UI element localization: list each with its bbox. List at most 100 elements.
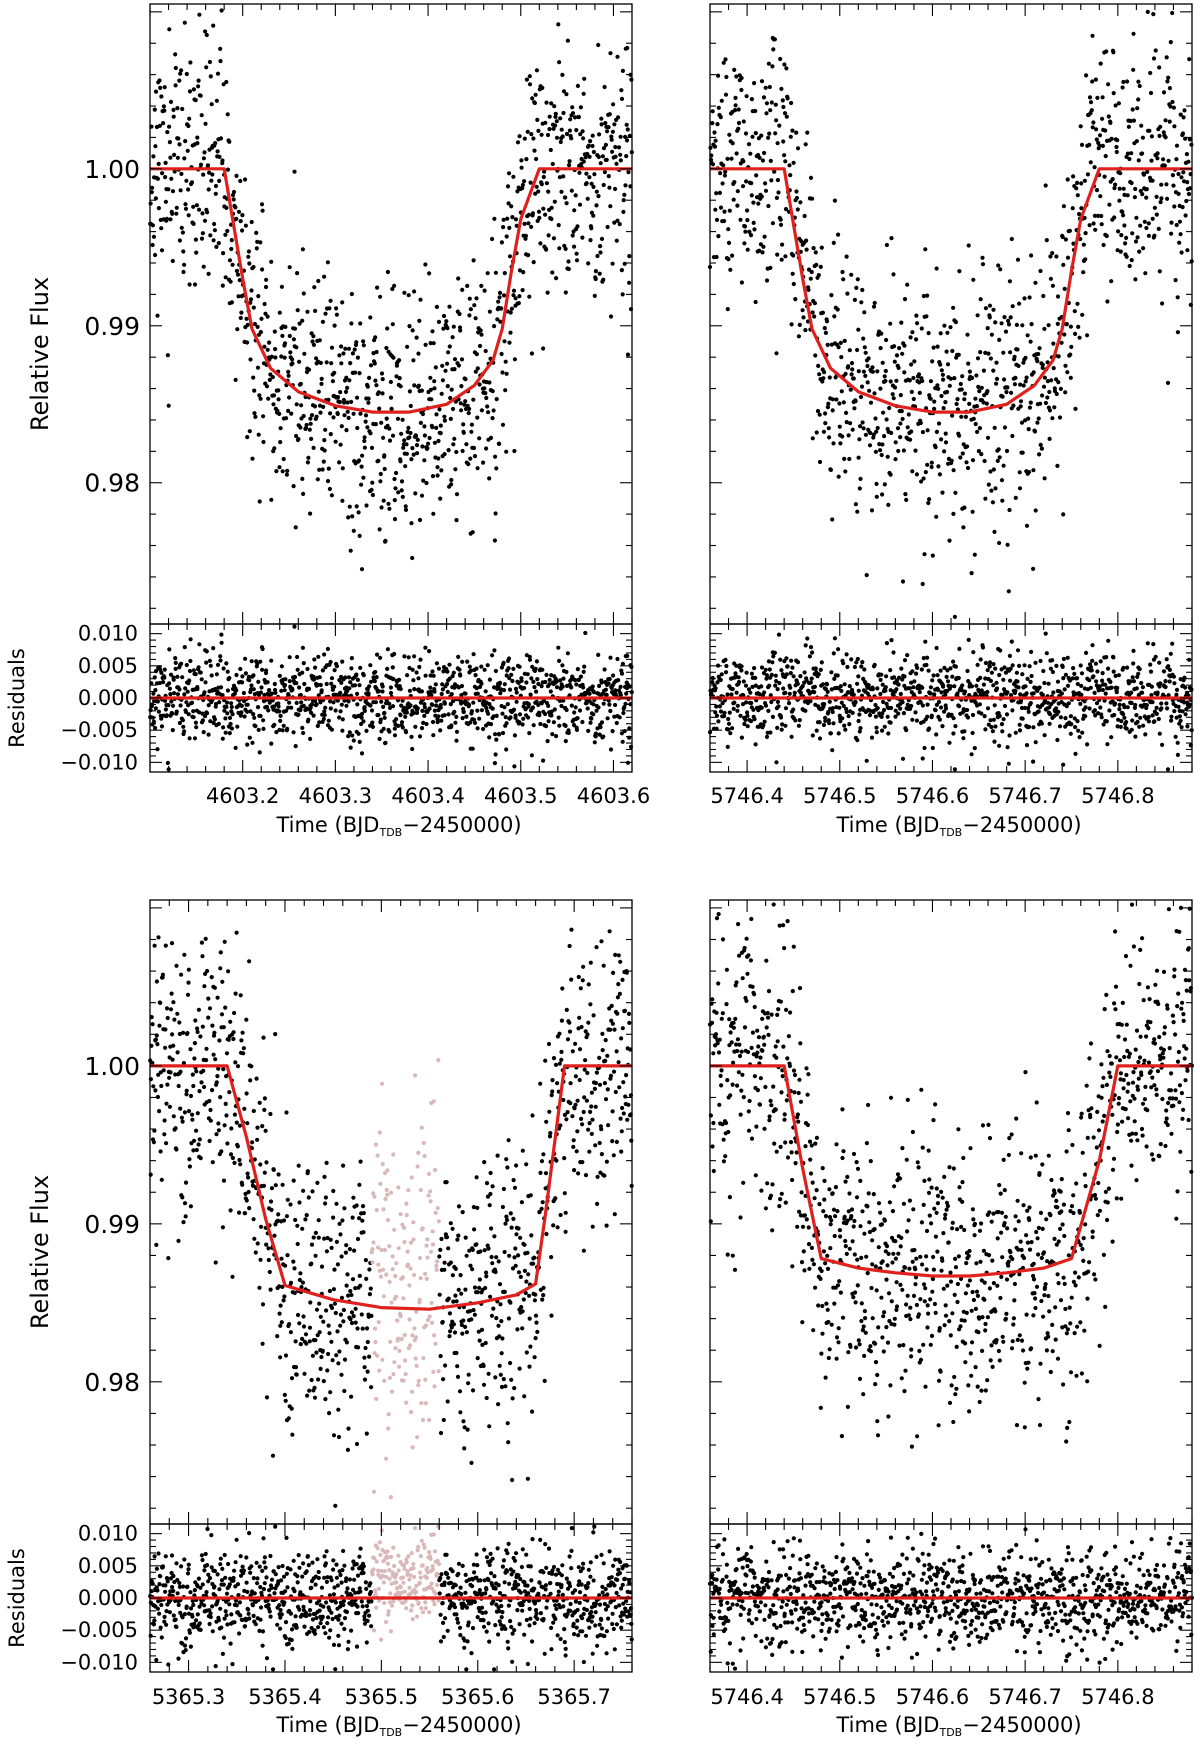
residual-point	[791, 674, 796, 679]
flux-point	[825, 342, 830, 347]
flux-point	[1176, 191, 1181, 196]
residual-point	[452, 709, 457, 715]
flux-point	[306, 367, 312, 372]
flux-point	[368, 431, 373, 436]
flux-points	[707, 9, 1194, 620]
flux-point	[204, 1058, 209, 1063]
flux-point	[206, 1015, 211, 1020]
residual-point	[829, 670, 834, 675]
flux-point	[350, 514, 355, 519]
residual-point	[1131, 648, 1136, 654]
flux-point	[474, 296, 479, 301]
flux-point	[243, 223, 248, 228]
y-tick-label: 0.98	[84, 469, 140, 498]
flux-point	[860, 420, 865, 425]
residual-point	[728, 731, 733, 736]
flux-point	[1038, 442, 1043, 447]
flux-point	[854, 285, 859, 290]
flux-point	[813, 250, 818, 255]
residual-point	[985, 689, 990, 695]
flux-point	[520, 288, 525, 293]
flux-point	[349, 321, 354, 326]
residual-point	[785, 664, 790, 669]
residual-point	[1091, 674, 1096, 679]
flux-point	[984, 401, 989, 406]
residual-point	[468, 668, 473, 673]
residual-point	[536, 681, 541, 687]
flux-point	[150, 223, 155, 228]
flux-point	[235, 327, 240, 332]
flux-point	[155, 1042, 160, 1047]
residual-point	[313, 665, 318, 670]
flux-point	[157, 1023, 162, 1028]
residual-point	[985, 706, 991, 711]
flux-point	[214, 244, 219, 249]
residual-point	[1113, 701, 1118, 706]
residual-point	[274, 730, 279, 735]
flux-point	[539, 182, 544, 187]
flux-point	[569, 188, 574, 193]
residual-point	[168, 692, 173, 697]
flux-point	[613, 154, 618, 159]
residual-point	[978, 675, 983, 681]
residual-point	[1125, 665, 1130, 670]
residual-point	[279, 688, 284, 693]
flux-point	[609, 137, 614, 142]
residual-point	[875, 706, 880, 711]
flux-point	[194, 203, 199, 208]
flux-point	[596, 194, 601, 199]
flux-point	[849, 372, 854, 377]
flux-point	[1003, 329, 1009, 334]
residual-point	[965, 715, 971, 720]
residual-point	[798, 690, 803, 695]
flux-point	[233, 377, 238, 382]
flux-point	[814, 430, 819, 435]
residual-point	[511, 666, 516, 672]
flux-point	[1145, 9, 1150, 14]
flux-point	[717, 190, 723, 195]
flux-point	[377, 527, 382, 532]
flux-point	[322, 438, 327, 443]
flux-point	[1184, 152, 1189, 157]
residual-point	[597, 732, 602, 737]
flux-point	[795, 146, 801, 151]
residual-point	[998, 648, 1003, 653]
flux-point	[199, 940, 204, 945]
flux-point	[945, 362, 951, 367]
residual-point	[744, 700, 749, 705]
flux-point	[921, 476, 926, 481]
residual-point	[342, 698, 347, 703]
residual-point	[1013, 730, 1018, 735]
flux-point	[865, 380, 870, 385]
residual-point	[723, 657, 728, 663]
residual-point	[423, 645, 428, 650]
flux-point	[355, 395, 360, 400]
flux-point	[194, 1128, 199, 1133]
flux-point	[436, 319, 442, 324]
residual-point	[925, 714, 930, 719]
flux-point	[1137, 83, 1142, 89]
flux-point	[267, 340, 272, 345]
flux-point	[544, 181, 550, 186]
flux-point	[844, 420, 849, 425]
flux-point	[186, 980, 191, 985]
residual-point	[347, 686, 352, 691]
flux-point	[225, 1141, 230, 1146]
flux-point	[215, 1074, 220, 1079]
flux-point	[1071, 241, 1076, 246]
residual-point	[249, 683, 254, 688]
flux-point	[594, 189, 599, 194]
residual-point	[749, 671, 755, 676]
flux-point	[846, 433, 851, 438]
residual-point	[743, 683, 749, 688]
flux-point	[505, 184, 511, 189]
flux-point	[265, 314, 270, 319]
flux-point	[269, 497, 274, 502]
flux-point	[1081, 242, 1086, 247]
flux-point	[167, 124, 172, 129]
residual-point	[308, 736, 313, 742]
flux-point	[272, 329, 277, 334]
flux-point	[496, 299, 501, 304]
flux-point	[583, 155, 588, 160]
residual-point	[410, 746, 415, 752]
